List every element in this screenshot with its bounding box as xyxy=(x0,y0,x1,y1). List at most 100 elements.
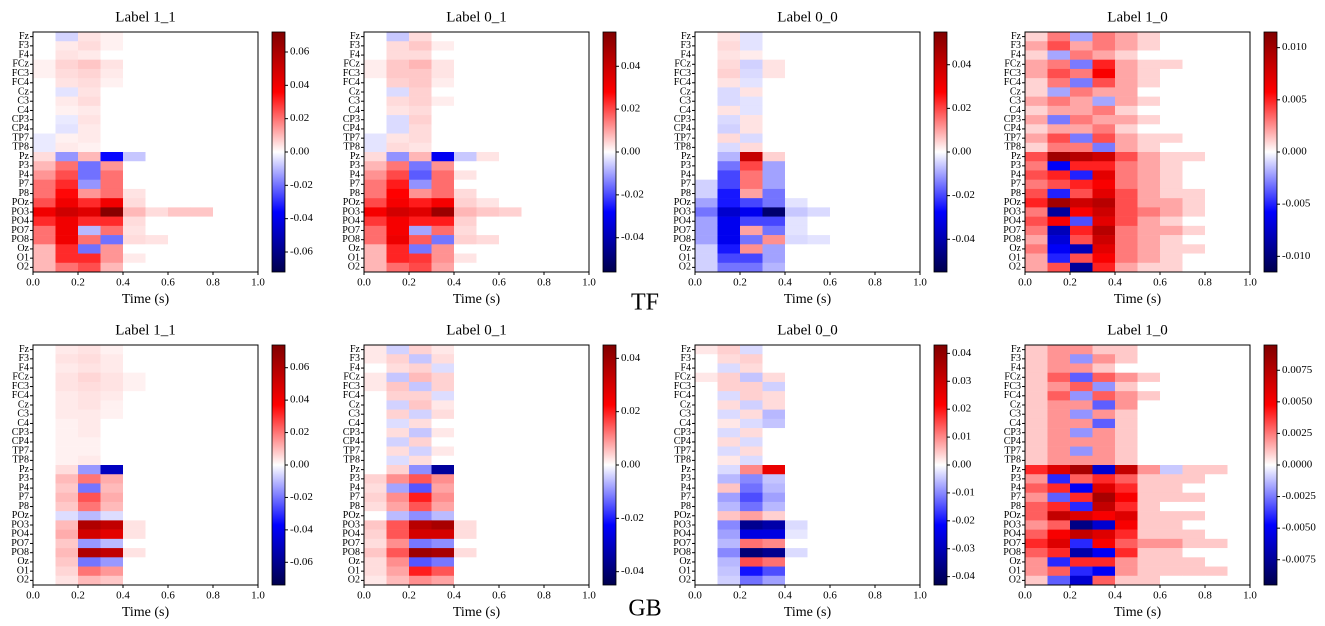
y-tick-label: FC3 xyxy=(1004,68,1021,79)
heat-cell xyxy=(476,363,500,373)
heat-cell xyxy=(740,465,763,475)
heat-cell xyxy=(566,87,590,97)
heat-cell xyxy=(852,179,876,190)
heat-cell xyxy=(1137,253,1161,264)
heat-cell xyxy=(830,455,853,466)
heat-cell xyxy=(213,32,236,42)
heat-cell xyxy=(476,78,500,88)
heat-cell xyxy=(544,133,567,144)
heat-cell xyxy=(875,124,898,134)
heat-cell xyxy=(145,161,169,171)
heat-cell xyxy=(1205,133,1228,144)
heat-cell xyxy=(544,253,567,264)
heat-cell xyxy=(476,474,500,484)
heat-cell xyxy=(1160,437,1183,447)
heat-cell xyxy=(740,50,763,60)
heat-cell xyxy=(1115,161,1138,171)
heat-cell xyxy=(875,225,898,236)
heat-cell xyxy=(100,59,124,70)
heat-cell xyxy=(386,78,410,88)
y-tick-label: PO8 xyxy=(1003,234,1021,245)
plot-frame xyxy=(32,31,259,273)
heat-cell xyxy=(431,446,455,457)
y-tick-label: TP7 xyxy=(12,132,29,143)
heat-cell xyxy=(717,244,741,254)
heat-cell xyxy=(78,78,101,88)
heat-cell xyxy=(476,96,500,107)
heat-cell xyxy=(78,501,101,512)
heat-cell xyxy=(1047,474,1071,484)
heat-cell xyxy=(145,105,169,116)
y-tick-label: P7 xyxy=(349,179,360,190)
heat-cell xyxy=(213,105,236,116)
heat-cell xyxy=(544,363,567,373)
heat-cell xyxy=(762,262,786,273)
heat-cell xyxy=(476,152,500,162)
y-tick-label: F3 xyxy=(18,353,29,364)
heat-cell xyxy=(123,235,146,245)
heat-cell xyxy=(123,59,146,70)
colorbar xyxy=(933,344,948,586)
y-tick-label: TP8 xyxy=(1004,455,1021,466)
heat-cell xyxy=(717,124,741,134)
heat-cell xyxy=(852,529,876,540)
heat-cell xyxy=(454,538,477,549)
heat-cell xyxy=(476,409,500,420)
heat-cell xyxy=(431,409,455,420)
heat-cell xyxy=(740,381,763,392)
heat-cell xyxy=(33,253,56,264)
heat-cell xyxy=(1070,520,1093,530)
heat-cell xyxy=(830,400,853,410)
heat-cell xyxy=(1160,96,1183,107)
heat-cell xyxy=(762,179,786,190)
heat-cell xyxy=(807,50,831,60)
heat-cell xyxy=(168,428,191,438)
heat-cell xyxy=(695,152,718,162)
heat-cell xyxy=(762,188,786,199)
heat-cell xyxy=(807,115,831,125)
heat-cell xyxy=(386,501,410,512)
heat-cell xyxy=(717,78,741,88)
heat-cell xyxy=(1205,124,1228,134)
heat-cell xyxy=(1227,142,1251,153)
y-tick-label: P3 xyxy=(1010,160,1021,171)
heat-cell xyxy=(1227,455,1251,466)
y-tick-label: C4 xyxy=(679,418,691,429)
heat-cell xyxy=(521,391,545,401)
heat-cell xyxy=(386,179,410,190)
heat-cell xyxy=(566,575,590,586)
colorbar xyxy=(602,344,617,586)
heat-cell xyxy=(762,511,786,521)
heat-cell xyxy=(190,244,214,254)
heat-cell xyxy=(409,548,432,558)
heat-cell xyxy=(1047,511,1071,521)
heat-cell xyxy=(190,96,214,107)
heat-cell xyxy=(717,235,741,245)
heat-cell xyxy=(55,96,79,107)
heat-cell xyxy=(740,437,763,447)
heat-cell xyxy=(213,548,236,558)
heat-cell xyxy=(740,529,763,540)
y-tick-label: Fz xyxy=(1011,31,1022,42)
heat-cell xyxy=(499,492,522,503)
heat-cell xyxy=(145,455,169,466)
heat-cell xyxy=(762,474,786,484)
heat-cell xyxy=(235,557,259,567)
chart-title: Label 1_1 xyxy=(115,9,175,25)
heat-cell xyxy=(145,244,169,254)
heat-cell xyxy=(454,363,477,373)
heat-cell xyxy=(1205,529,1228,540)
heat-cell xyxy=(1070,538,1093,549)
heat-cell xyxy=(1092,455,1116,466)
y-tick-label: C3 xyxy=(1009,96,1021,107)
heat-cell xyxy=(1047,142,1071,153)
heat-cell xyxy=(740,105,763,116)
heat-cell xyxy=(830,501,853,512)
heat-cell xyxy=(1047,428,1071,438)
heat-cell xyxy=(235,548,259,558)
heat-cell xyxy=(499,115,522,125)
heat-cell xyxy=(1070,244,1093,254)
heat-cell xyxy=(695,87,718,97)
heat-cell xyxy=(190,50,214,60)
heat-cell xyxy=(190,115,214,125)
